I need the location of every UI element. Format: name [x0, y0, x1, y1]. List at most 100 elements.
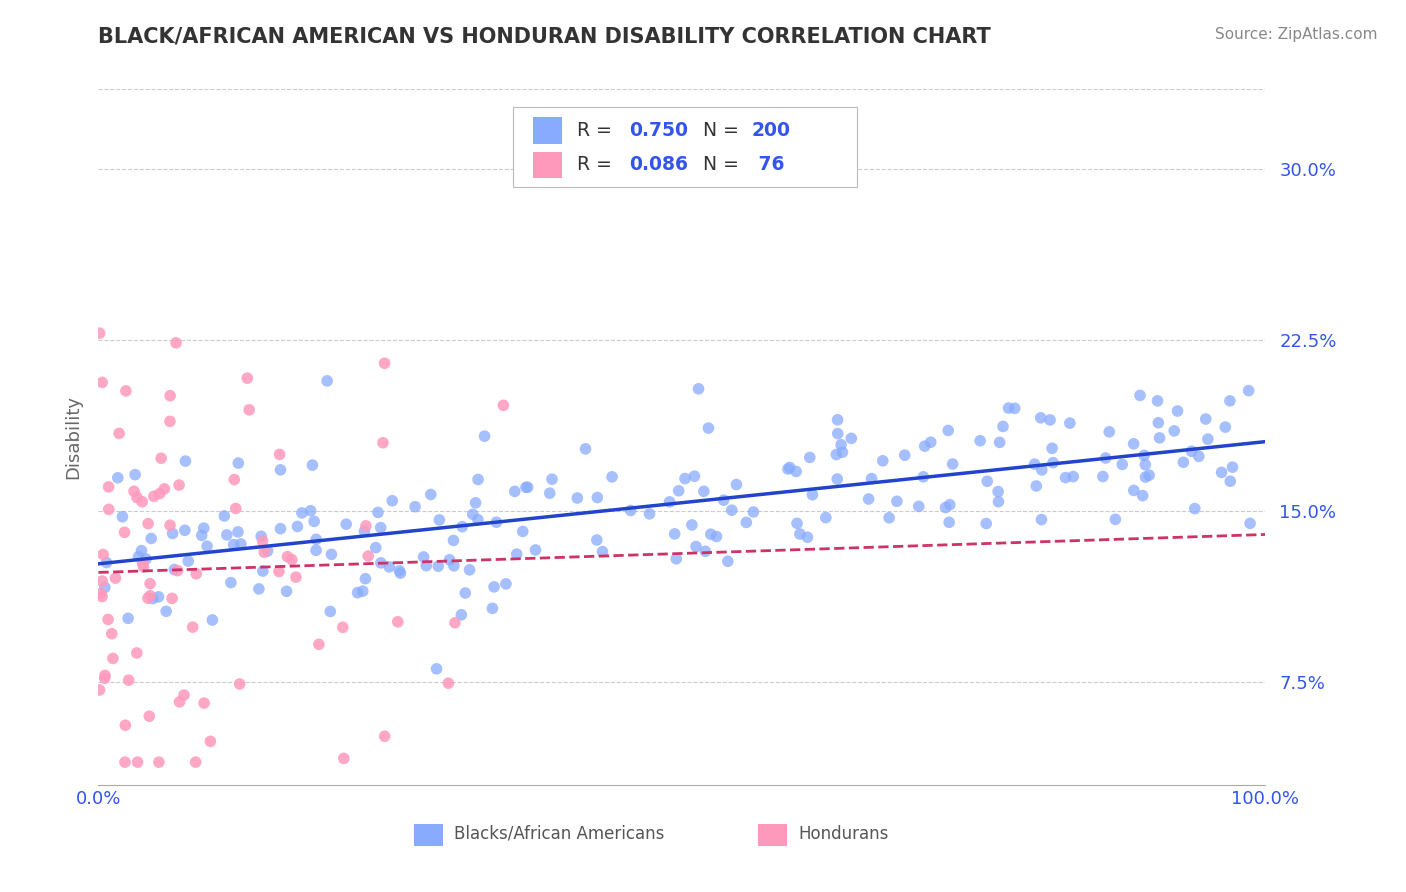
Point	[193, 696, 215, 710]
Point	[1111, 458, 1133, 472]
Point	[585, 533, 607, 547]
Point	[114, 718, 136, 732]
Point	[333, 751, 356, 765]
Point	[976, 474, 998, 488]
Point	[139, 576, 162, 591]
Point	[1197, 432, 1219, 446]
Point	[1188, 450, 1211, 464]
Point	[181, 620, 204, 634]
Point	[167, 478, 190, 492]
Point	[695, 544, 717, 558]
Point	[163, 562, 186, 576]
Text: N =: N =	[703, 121, 745, 140]
Point	[1184, 501, 1206, 516]
Point	[89, 683, 111, 698]
Point	[427, 559, 450, 574]
Point	[301, 458, 323, 472]
Point	[1166, 404, 1188, 418]
Text: R =: R =	[576, 121, 617, 140]
Point	[319, 604, 342, 618]
Point	[799, 450, 821, 465]
Point	[1149, 431, 1171, 445]
Point	[1222, 460, 1244, 475]
Point	[451, 519, 474, 533]
Point	[387, 615, 409, 629]
Point	[186, 566, 208, 581]
Point	[228, 677, 250, 691]
Point	[801, 488, 824, 502]
FancyBboxPatch shape	[533, 152, 562, 178]
Point	[458, 563, 481, 577]
Point	[700, 527, 723, 541]
Point	[321, 547, 343, 561]
Point	[373, 356, 395, 370]
Point	[987, 494, 1010, 508]
Point	[969, 434, 991, 448]
Point	[713, 493, 735, 508]
Point	[89, 326, 111, 341]
Point	[155, 604, 177, 618]
Point	[94, 581, 117, 595]
Point	[267, 565, 290, 579]
Point	[138, 709, 160, 723]
Point	[1180, 444, 1202, 458]
Point	[515, 480, 537, 494]
Point	[668, 483, 690, 498]
Point	[1163, 424, 1185, 438]
Point	[97, 612, 120, 626]
Point	[485, 515, 508, 529]
Point	[443, 558, 465, 573]
Point	[987, 484, 1010, 499]
Point	[93, 671, 115, 685]
Text: 76: 76	[752, 155, 785, 174]
Point	[229, 537, 252, 551]
Point	[492, 398, 515, 412]
Point	[131, 543, 153, 558]
Point	[94, 668, 117, 682]
FancyBboxPatch shape	[513, 106, 856, 186]
Point	[177, 554, 200, 568]
Point	[1213, 420, 1236, 434]
Point	[831, 445, 853, 459]
Point	[860, 472, 883, 486]
Point	[872, 454, 894, 468]
Point	[574, 442, 596, 456]
Point	[1025, 479, 1047, 493]
Point	[117, 611, 139, 625]
Point	[91, 590, 114, 604]
Point	[214, 508, 236, 523]
Point	[997, 401, 1019, 415]
Point	[193, 521, 215, 535]
Point	[1135, 470, 1157, 484]
Point	[153, 482, 176, 496]
Point	[250, 529, 273, 543]
Point	[1219, 474, 1241, 488]
Point	[200, 734, 222, 748]
Point	[742, 505, 765, 519]
Point	[914, 439, 936, 453]
Point	[215, 528, 238, 542]
Point	[96, 556, 118, 570]
Point	[942, 457, 965, 471]
Point	[404, 500, 426, 514]
Point	[786, 516, 808, 531]
Point	[415, 558, 437, 573]
Text: Source: ZipAtlas.com: Source: ZipAtlas.com	[1215, 27, 1378, 42]
Point	[269, 522, 291, 536]
Point	[796, 530, 818, 544]
Point	[149, 486, 172, 500]
Point	[100, 626, 122, 640]
Point	[91, 376, 114, 390]
Point	[1173, 455, 1195, 469]
Point	[886, 494, 908, 508]
Point	[122, 484, 145, 499]
Point	[464, 496, 486, 510]
Point	[779, 460, 801, 475]
Point	[305, 543, 328, 558]
Point	[592, 544, 614, 558]
Point	[118, 673, 141, 688]
Point	[419, 487, 441, 501]
Point	[776, 462, 799, 476]
Text: R =: R =	[576, 155, 617, 174]
Point	[789, 527, 811, 541]
